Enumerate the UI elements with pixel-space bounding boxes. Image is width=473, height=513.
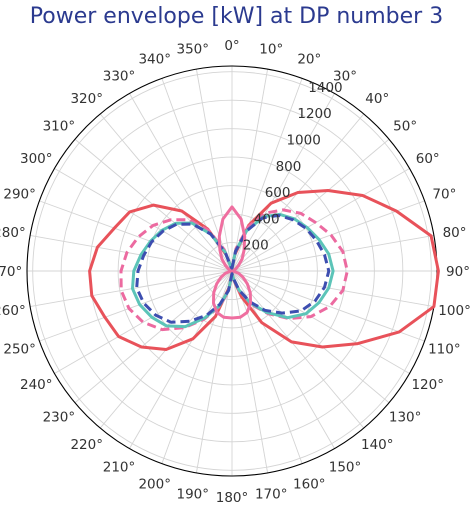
grid-spoke	[231, 270, 390, 404]
angular-tick-label: 110°	[428, 341, 461, 357]
series-line-5	[212, 205, 252, 320]
grid-spoke	[99, 113, 233, 272]
angular-tick-label: 280°	[0, 225, 26, 241]
grid-spoke	[231, 93, 335, 272]
grid-spoke	[231, 234, 434, 272]
angular-tick-label: 260°	[0, 303, 26, 319]
grid-spoke	[231, 270, 269, 473]
series-line-4	[135, 213, 331, 324]
grid-spoke	[231, 69, 269, 272]
grid-spoke	[74, 270, 233, 404]
grid-spoke	[231, 270, 365, 429]
angular-tick-label: 70°	[432, 187, 456, 203]
series-layer	[88, 189, 440, 351]
grid-spoke	[195, 69, 233, 272]
angular-tick-label: 60°	[416, 151, 440, 167]
angular-tick-label: 140°	[361, 437, 394, 453]
grid-spoke	[54, 270, 233, 374]
grid-spoke	[231, 270, 425, 342]
angular-tick-label: 120°	[411, 377, 444, 393]
angular-tick-label: 350°	[176, 41, 209, 57]
angular-tick-label: 200°	[138, 476, 171, 492]
angular-tick-label: 230°	[43, 409, 76, 425]
angular-tick-label: 170°	[255, 487, 288, 503]
angular-tick-label: 10°	[259, 41, 283, 57]
grid-spoke	[231, 168, 410, 272]
grid-spoke	[54, 168, 233, 272]
angular-tick-label: 50°	[393, 119, 417, 135]
grid-spoke	[39, 270, 233, 342]
angular-tick-label: 270°	[0, 264, 22, 280]
angular-tick-label: 320°	[70, 91, 103, 107]
radial-tick-label: 1000	[286, 132, 320, 148]
chart-title: Power envelope [kW] at DP number 3	[29, 4, 444, 29]
angular-tick-label: 190°	[176, 487, 209, 503]
angular-tick-label: 220°	[70, 437, 103, 453]
grid-spoke	[231, 138, 390, 272]
angular-tick-label: 250°	[3, 341, 36, 357]
grid-spoke	[231, 200, 425, 272]
grid-spoke	[231, 270, 303, 464]
angular-tick-label: 80°	[443, 225, 467, 241]
angular-tick-label: 150°	[329, 460, 362, 476]
radial-tick-label: 200	[243, 238, 269, 254]
radial-tick-label: 1400	[308, 80, 342, 96]
angular-tick-label: 130°	[389, 409, 422, 425]
angular-tick-labels: 0° 10° 20° 30° 40°50° 60° 70° 80° 90° 100° 110° 120…	[0, 38, 471, 506]
radial-tick-labels: 200 400 600 800 1000 1200 1400	[243, 80, 343, 254]
grid-spoke	[39, 200, 233, 272]
angular-tick-label: 30°	[333, 68, 357, 84]
angular-tick-label: 210°	[103, 460, 136, 476]
grid-spoke	[231, 270, 434, 308]
radial-tick-label: 800	[276, 159, 302, 175]
angular-tick-label: 100°	[438, 303, 471, 319]
angular-tick-label: 90°	[446, 264, 470, 280]
radial-tick-label: 400	[254, 211, 280, 227]
grid-spoke	[231, 270, 410, 374]
angular-tick-label: 300°	[20, 151, 53, 167]
angular-tick-label: 240°	[20, 377, 53, 393]
grid-spoke	[195, 270, 233, 473]
angular-tick-label: 20°	[297, 52, 321, 68]
angular-tick-label: 0°	[224, 38, 239, 54]
grid-spoke	[30, 234, 233, 272]
angular-tick-label: 330°	[103, 68, 136, 84]
radial-tick-label: 1200	[297, 106, 331, 122]
angular-tick-label: 180°	[216, 490, 249, 506]
angular-tick-label: 340°	[138, 52, 171, 68]
angular-tick-label: 40°	[365, 91, 389, 107]
radial-tick-label: 600	[265, 185, 291, 201]
angular-tick-label: 290°	[3, 187, 36, 203]
angular-tick-label: 310°	[43, 119, 76, 135]
angular-tick-label: 160°	[293, 476, 326, 492]
